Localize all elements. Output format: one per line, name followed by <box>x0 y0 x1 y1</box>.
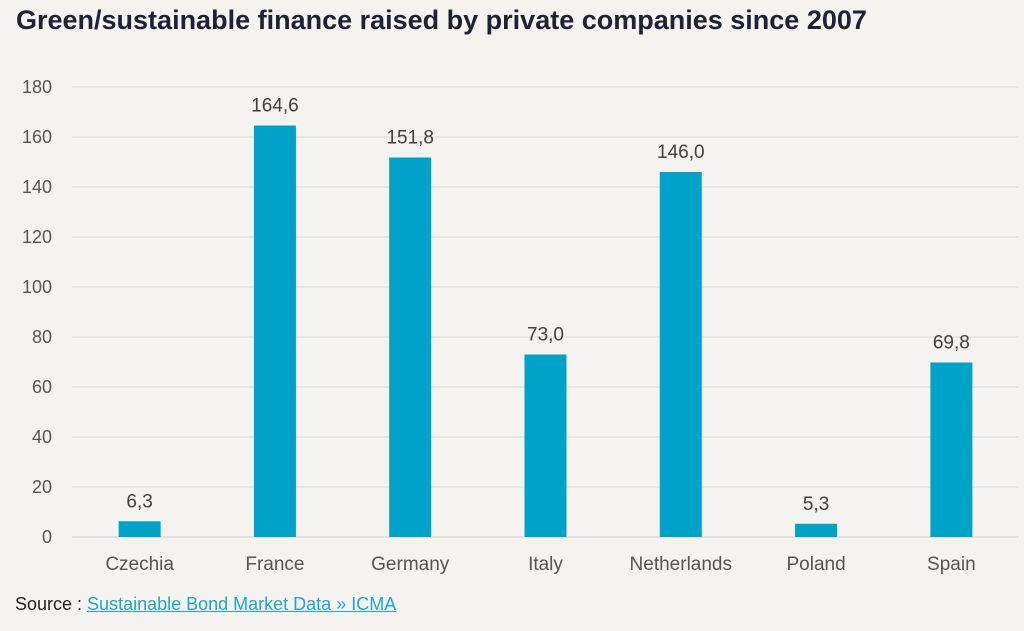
bar-chart: 0 20 40 60 80 100 120 140 160 180 6,3 164,6 151,8 73… <box>22 77 1019 575</box>
source-link[interactable]: Sustainable Bond Market Data » ICMA <box>87 594 397 614</box>
source-prefix: Source : <box>15 594 88 614</box>
x-tick-label: Germany <box>371 554 450 575</box>
data-label: 69,8 <box>933 333 970 354</box>
y-tick-label: 20 <box>32 477 52 497</box>
x-tick-label: Spain <box>927 554 976 575</box>
data-label: 164,6 <box>251 96 299 117</box>
x-axis-ticks: Czechia France Germany Italy Netherlands Pola… <box>105 554 975 575</box>
y-tick-label: 120 <box>22 227 52 247</box>
bar-italy <box>524 354 567 537</box>
data-label: 151,8 <box>386 128 434 149</box>
y-tick-label: 80 <box>32 327 52 347</box>
y-tick-label: 0 <box>42 527 52 547</box>
bar-germany <box>389 157 432 537</box>
bar-czechia <box>118 521 161 537</box>
bars <box>118 125 973 537</box>
y-tick-label: 60 <box>32 377 52 397</box>
data-label: 73,0 <box>527 325 564 346</box>
x-tick-label: France <box>245 554 304 575</box>
bar-netherlands <box>659 172 702 537</box>
x-tick-label: Netherlands <box>630 554 732 575</box>
y-tick-label: 100 <box>22 277 52 297</box>
data-label: 5,3 <box>803 494 829 515</box>
y-tick-label: 140 <box>22 177 52 197</box>
chart-title: Green/sustainable finance raised by priv… <box>16 5 867 35</box>
y-tick-label: 40 <box>32 427 52 447</box>
bar-france <box>253 125 296 537</box>
bar-poland <box>795 523 838 537</box>
y-tick-label: 160 <box>22 127 52 147</box>
y-axis-ticks: 0 20 40 60 80 100 120 140 160 180 <box>22 77 52 547</box>
x-tick-label: Czechia <box>105 554 174 575</box>
data-label: 146,0 <box>657 142 705 163</box>
data-label: 6,3 <box>126 491 152 512</box>
x-tick-label: Poland <box>786 554 845 575</box>
bar-spain <box>930 362 973 537</box>
data-labels: 6,3 164,6 151,8 73,0 146,0 5,3 69,8 <box>126 96 969 515</box>
source-note: Source : Sustainable Bond Market Data » … <box>15 593 396 615</box>
y-tick-label: 180 <box>22 77 52 97</box>
x-tick-label: Italy <box>528 554 563 575</box>
